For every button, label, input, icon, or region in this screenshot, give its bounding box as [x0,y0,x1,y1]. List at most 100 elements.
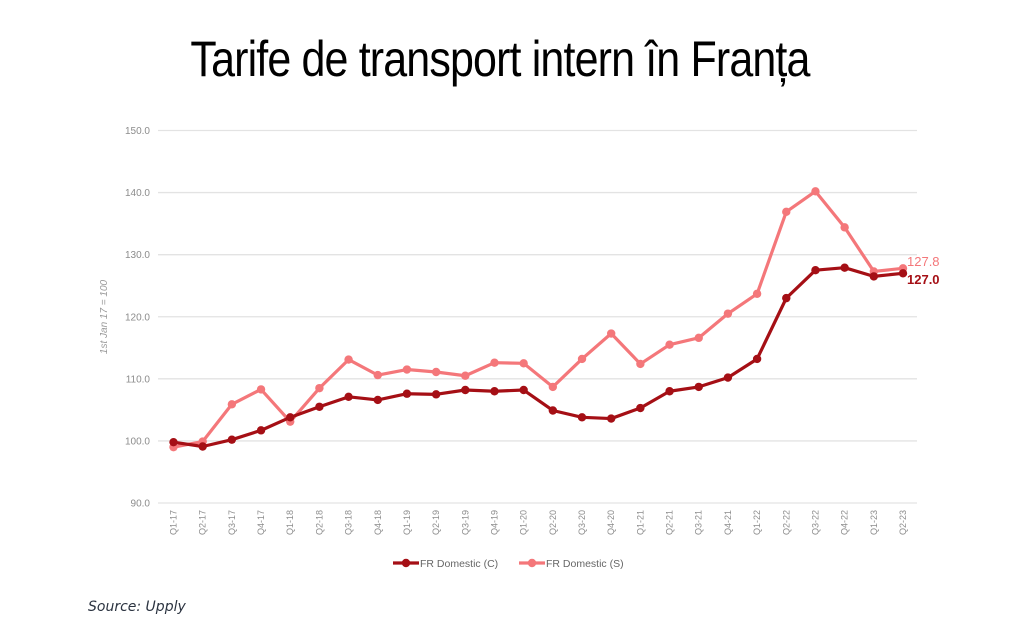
data-point-marker [198,442,207,451]
legend-marker-swatch [401,558,411,568]
data-point-marker [256,385,266,394]
x-tick-label: Q4-22 [840,510,850,535]
data-point-marker [344,355,353,364]
data-point-marker [373,395,382,405]
data-point-marker [490,387,499,396]
x-tick-label: Q4-21 [723,510,733,535]
data-point-marker [840,223,849,232]
y-tick-label: 100.0 [125,436,150,447]
data-point-marker [694,333,703,343]
data-point-marker [811,187,820,196]
x-tick-label: Q2-23 [898,510,908,535]
legend-label: FR Domestic (C) [420,558,498,570]
data-point-marker [607,329,616,338]
x-tick-label: Q2-20 [548,510,558,535]
y-tick-label: 110.0 [126,374,151,385]
data-point-marker [519,359,528,368]
source-caption: Source: Upply [88,599,186,615]
data-point-marker [227,400,237,409]
x-tick-label: Q1-19 [402,510,412,535]
y-tick-label: 90.0 [131,499,151,510]
data-point-marker [461,385,470,395]
data-point-marker [694,382,703,392]
y-axis-label: 1st Jan 17 = 100 [99,279,110,354]
x-tick-label: Q1-18 [285,510,295,535]
data-point-marker [636,403,645,413]
series-fr-domestic-c [169,263,908,451]
x-tick-label: Q3-21 [694,510,704,535]
data-point-marker [373,370,382,380]
x-axis-ticks: Q1-17 Q2-17 Q3-17 Q4-17 Q1-18 Q2-18 Q3-18 Q4-18… [169,510,909,535]
data-point-marker [344,392,353,402]
end-value-labels: 127.8 127.0 [907,254,940,287]
y-tick-label: 120.0 [125,312,150,323]
gridlines [158,129,917,504]
data-point-marker [782,207,791,217]
data-point-marker [723,309,733,318]
x-tick-label: Q3-17 [227,510,237,535]
data-point-marker [665,387,674,396]
x-tick-label: Q1-21 [635,510,645,535]
series-fr-domestic-s [169,187,908,452]
x-tick-label: Q2-19 [431,510,441,535]
chart-title: Tarife de transport intern în Franța [190,31,810,87]
x-tick-label: Q2-22 [781,510,791,535]
legend-marker-swatch [527,558,537,568]
data-point-marker [898,269,908,278]
x-tick-label: Q3-18 [344,510,354,535]
x-tick-label: Q1-20 [519,510,529,535]
x-tick-label: Q1-23 [869,510,879,535]
y-tick-label: 140.0 [125,188,150,199]
data-point-marker [402,365,412,374]
series-line [173,189,904,449]
data-point-marker [636,359,645,369]
x-tick-label: Q2-17 [198,510,208,535]
legend-label: FR Domestic (S) [546,558,624,570]
x-tick-label: Q3-22 [810,510,820,535]
data-point-marker [869,272,879,281]
x-tick-label: Q2-21 [665,510,675,535]
data-point-marker [227,435,237,444]
data-series [169,187,908,452]
x-tick-label: Q4-20 [606,510,616,535]
data-point-marker [752,289,762,298]
data-point-marker [607,414,616,423]
data-point-marker [723,373,733,382]
data-point-marker [490,358,499,367]
x-tick-label: Q2-18 [314,510,324,535]
data-point-marker [577,413,587,422]
y-axis-ticks: 90.0 100.0 110.0 120.0 130.0 140.0 150.0 [125,126,150,510]
data-point-marker [577,354,587,364]
x-tick-label: Q1-17 [169,510,179,535]
data-point-marker [315,402,324,411]
data-point-marker [431,390,441,399]
data-point-marker [431,367,441,377]
data-point-marker [169,437,178,447]
data-point-marker [782,293,791,303]
x-tick-label: Q4-17 [256,510,266,535]
data-point-marker [665,340,674,349]
legend-item-fr-domestic-c: FR Domestic (C) [393,558,498,570]
x-tick-label: Q3-19 [460,510,470,535]
end-label-c: 127.0 [907,272,940,287]
data-point-marker [519,385,528,395]
data-point-marker [315,383,324,393]
data-point-marker [548,382,558,392]
data-point-marker [461,371,470,380]
data-point-marker [840,263,849,272]
y-tick-label: 150.0 [125,126,150,137]
x-tick-label: Q1-22 [752,510,762,535]
data-point-marker [752,354,762,364]
series-line [173,266,904,449]
data-point-marker [811,265,820,275]
data-point-marker [402,389,412,398]
x-tick-label: Q3-20 [577,510,587,535]
x-tick-label: Q4-18 [373,510,383,535]
legend: FR Domestic (C) FR Domestic (S) [393,558,624,570]
x-tick-label: Q4-19 [489,510,499,535]
y-tick-label: 130.0 [125,250,150,261]
legend-item-fr-domestic-s: FR Domestic (S) [519,558,624,570]
data-point-marker [256,426,266,435]
data-point-marker [548,406,558,415]
